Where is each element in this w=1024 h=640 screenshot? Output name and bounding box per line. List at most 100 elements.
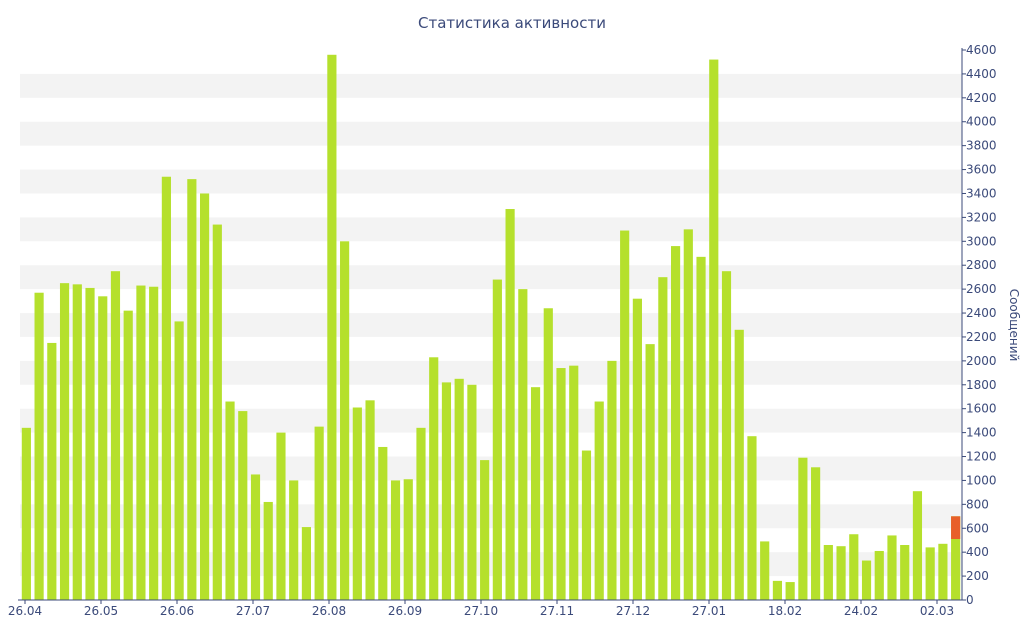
y-tick-label: 2200	[966, 330, 997, 344]
bar[interactable]	[581, 450, 592, 600]
bar[interactable]	[390, 480, 401, 600]
y-tick-label: 3400	[966, 186, 997, 200]
bar[interactable]	[734, 329, 744, 600]
bar[interactable]	[607, 360, 617, 600]
bar[interactable]	[340, 241, 350, 600]
y-tick-label: 200	[966, 569, 989, 583]
bar[interactable]	[696, 256, 706, 600]
bar[interactable]	[187, 179, 197, 600]
y-tick-label: 400	[966, 545, 989, 559]
y-tick-label: 2400	[966, 306, 997, 320]
bar[interactable]	[110, 271, 121, 600]
bar[interactable]	[480, 460, 490, 600]
bar[interactable]	[721, 271, 732, 600]
bar[interactable]	[569, 365, 579, 600]
bar[interactable]	[836, 546, 846, 600]
bar[interactable]	[683, 229, 693, 600]
y-tick-label: 2600	[966, 282, 997, 296]
bar[interactable]	[938, 543, 948, 600]
y-axis-label: Сообщений	[1007, 289, 1021, 362]
bar[interactable]	[454, 378, 464, 600]
bar[interactable]	[772, 580, 783, 600]
y-tick-label: 3200	[966, 210, 997, 224]
grid-band	[20, 360, 962, 385]
bar[interactable]	[416, 427, 426, 600]
bar[interactable]	[620, 230, 630, 601]
bar[interactable]	[912, 491, 923, 600]
bar[interactable]	[811, 467, 821, 600]
bar[interactable]	[85, 287, 95, 600]
bar[interactable]	[365, 400, 375, 600]
x-tick-label: 27.01	[692, 604, 726, 618]
bar[interactable]	[747, 436, 757, 600]
bar[interactable]	[238, 411, 248, 600]
bar[interactable]	[518, 289, 528, 600]
bar[interactable]	[823, 545, 833, 600]
bar[interactable]	[429, 357, 439, 600]
bar[interactable]	[861, 560, 872, 600]
bar[interactable]	[645, 344, 655, 600]
bar[interactable]	[250, 474, 261, 600]
bar[interactable]	[161, 176, 171, 600]
bar[interactable]	[352, 407, 362, 601]
bar[interactable]	[632, 298, 642, 600]
x-tick-label: 26.09	[388, 604, 422, 618]
y-tick-label: 3800	[966, 139, 997, 153]
bar[interactable]	[21, 427, 31, 600]
bar[interactable]	[289, 480, 299, 600]
bars	[21, 54, 961, 601]
x-tick-label: 26.06	[160, 604, 194, 618]
bar[interactable]	[798, 457, 808, 600]
bar[interactable]	[378, 446, 388, 600]
bar[interactable]	[136, 285, 146, 600]
bar[interactable]	[900, 545, 910, 600]
bar[interactable]	[492, 279, 502, 600]
bar[interactable]	[403, 479, 413, 600]
grid-band	[20, 73, 962, 98]
bar[interactable]	[785, 582, 795, 600]
bar[interactable]	[951, 516, 961, 600]
bar[interactable]	[887, 535, 897, 600]
x-tick-label: 26.04	[8, 604, 42, 618]
bar[interactable]	[874, 550, 884, 600]
bar[interactable]	[467, 384, 477, 600]
grid-band	[20, 456, 962, 481]
bar[interactable]	[530, 387, 541, 600]
bar[interactable]	[441, 382, 452, 600]
bar[interactable]	[276, 432, 286, 600]
bar[interactable]	[556, 368, 566, 600]
grid-band	[20, 265, 962, 290]
y-tick-label: 1600	[966, 402, 997, 416]
bar[interactable]	[123, 310, 133, 600]
bar[interactable]	[263, 501, 273, 600]
bar[interactable]	[543, 308, 553, 600]
grid-band	[20, 504, 962, 529]
bar[interactable]	[849, 534, 859, 600]
bar[interactable]	[225, 401, 235, 600]
bar[interactable]	[314, 426, 324, 600]
bar[interactable]	[670, 246, 681, 600]
bar[interactable]	[59, 283, 70, 600]
bar[interactable]	[47, 342, 57, 600]
bar[interactable]	[149, 286, 159, 600]
bar[interactable]	[327, 54, 337, 601]
bar[interactable]	[98, 296, 108, 600]
y-tick-label: 600	[966, 521, 989, 535]
bar[interactable]	[925, 547, 935, 600]
bar[interactable]	[658, 277, 668, 600]
bar[interactable]	[505, 209, 515, 601]
bar[interactable]	[34, 292, 44, 600]
bar[interactable]	[199, 193, 210, 600]
bar[interactable]	[174, 321, 184, 600]
bar[interactable]	[301, 527, 312, 600]
bar[interactable]	[760, 541, 770, 600]
bar-highlight[interactable]	[951, 516, 961, 540]
x-tick-label: 27.07	[236, 604, 270, 618]
bar[interactable]	[212, 224, 222, 600]
grid-band	[20, 217, 962, 242]
grid-band	[20, 121, 962, 146]
bar[interactable]	[594, 401, 604, 600]
x-tick-label: 24.02	[844, 604, 878, 618]
bar[interactable]	[72, 284, 82, 600]
bar[interactable]	[709, 59, 719, 601]
